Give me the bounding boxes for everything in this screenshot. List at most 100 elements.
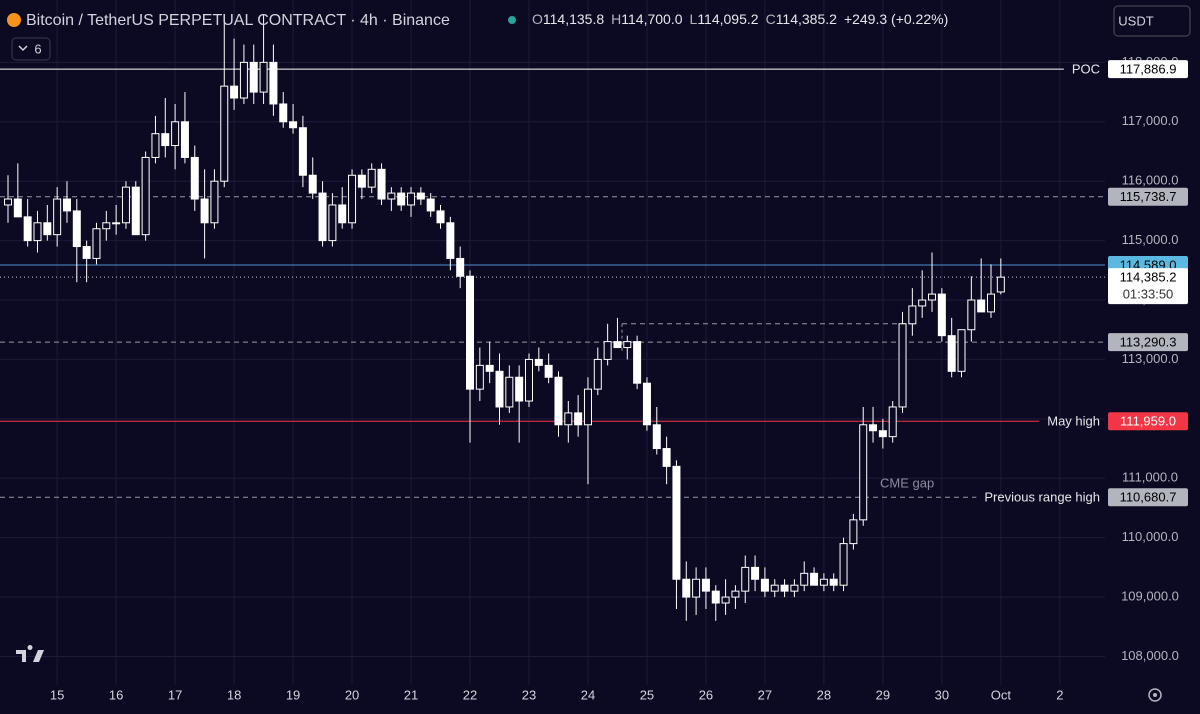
candle-body [692, 578, 701, 598]
x-tick-label: 16 [109, 687, 123, 702]
chart-title: Bitcoin / TetherUS PERPETUAL CONTRACT · … [26, 12, 450, 29]
x-tick-label: 19 [286, 687, 300, 702]
candle-body [987, 293, 995, 313]
price-tag [1108, 412, 1188, 431]
x-tick-label: 30 [935, 687, 949, 702]
candle-body [466, 275, 475, 390]
indicator-count: 6 [34, 41, 41, 56]
candle-body [151, 133, 160, 158]
coin-icon [7, 13, 21, 27]
candle-body [829, 578, 838, 586]
candle-body [593, 358, 602, 390]
x-tick-label: 22 [463, 687, 477, 702]
x-tick-label: 29 [876, 687, 890, 702]
x-tick-label: Oct [991, 687, 1012, 702]
stat-key: H [611, 11, 622, 27]
chevron [18, 45, 28, 52]
currency-select[interactable] [1113, 5, 1191, 37]
candle-body [485, 364, 494, 372]
candle-body [564, 412, 573, 426]
candle-body [770, 584, 779, 592]
candle-body [171, 121, 180, 147]
stat: H114,700.0 [611, 11, 682, 27]
candle-body [141, 156, 150, 236]
candle-body [357, 174, 366, 188]
candle-body [957, 329, 966, 372]
candle-body [583, 388, 592, 426]
candle-body [426, 198, 435, 212]
candle-body [308, 174, 317, 194]
candle-body [888, 406, 897, 438]
x-tick-label: 27 [758, 687, 772, 702]
candle-body [928, 293, 937, 301]
y-tick-label: 108,000.0 [1121, 648, 1179, 663]
candle-body [190, 156, 199, 200]
candle-body [279, 103, 288, 123]
candle-body [613, 341, 622, 349]
candle-body [200, 198, 209, 224]
candle-body [318, 192, 327, 242]
candle-body [23, 216, 32, 242]
price-tag-label: 110,680.7 [1120, 490, 1177, 505]
countdown: 01:33:50 [1123, 287, 1174, 302]
candle-body [849, 519, 858, 545]
level-label: Previous range high [984, 490, 1100, 505]
y-tick-label: 113,000.0 [1122, 351, 1179, 366]
candle-body [338, 204, 347, 224]
x-tick-label: 18 [227, 687, 241, 702]
stat-value: +249.3 (+0.22%) [843, 11, 949, 27]
candle-body [524, 358, 533, 402]
price-tags: POC 117,886.9115,738.7114,589.0113,290.3M… [984, 60, 1188, 507]
candle-body [859, 424, 868, 521]
candle-body [505, 376, 514, 408]
x-tick-label: 23 [522, 687, 536, 702]
price-tag-label: 113,290.3 [1120, 335, 1177, 350]
candle-body [544, 364, 553, 378]
candle-body [947, 335, 956, 372]
candle-body [603, 341, 612, 360]
stat-key: C [765, 11, 776, 27]
candle-body [721, 596, 730, 604]
candle-body [751, 566, 760, 580]
candle-body [72, 210, 81, 248]
candle-body [102, 222, 111, 230]
y-tick-label: 116,000.0 [1122, 173, 1179, 188]
candle-body [839, 543, 848, 586]
candle-body [377, 168, 386, 200]
status-dot [508, 16, 516, 24]
stat-key: O [532, 11, 543, 27]
candle-body [672, 465, 681, 580]
stat: O114,135.8 [532, 11, 604, 27]
candle-body [918, 299, 927, 307]
candle-body [711, 590, 720, 604]
candle-body [161, 133, 170, 147]
candle-body [682, 578, 691, 598]
candle-body [515, 376, 524, 402]
candle-body [741, 566, 750, 592]
y-tick-label: 115,000.0 [1122, 232, 1179, 247]
candle-body [4, 198, 12, 206]
candle-body [652, 424, 661, 450]
candle-body [121, 186, 130, 224]
candle-body [495, 370, 504, 408]
candle-body [220, 85, 229, 182]
x-tick-label: 24 [581, 687, 595, 702]
candle-body [416, 192, 425, 200]
price-tag-label: 115,738.7 [1120, 189, 1177, 204]
settings[interactable] [1148, 688, 1162, 702]
candle-body [436, 210, 445, 224]
candle-body [967, 299, 976, 331]
indicator-toggle[interactable] [11, 37, 51, 61]
candle-body [996, 276, 1005, 293]
candle-body [977, 299, 986, 313]
x-tick-label: 21 [404, 687, 418, 702]
price-tag [1108, 187, 1188, 206]
candle-body [790, 584, 799, 592]
y-tick-label: 110,000.0 [1122, 529, 1179, 544]
candle-body [92, 228, 101, 259]
candle-body [819, 578, 828, 586]
settings-dot [1153, 693, 1157, 697]
